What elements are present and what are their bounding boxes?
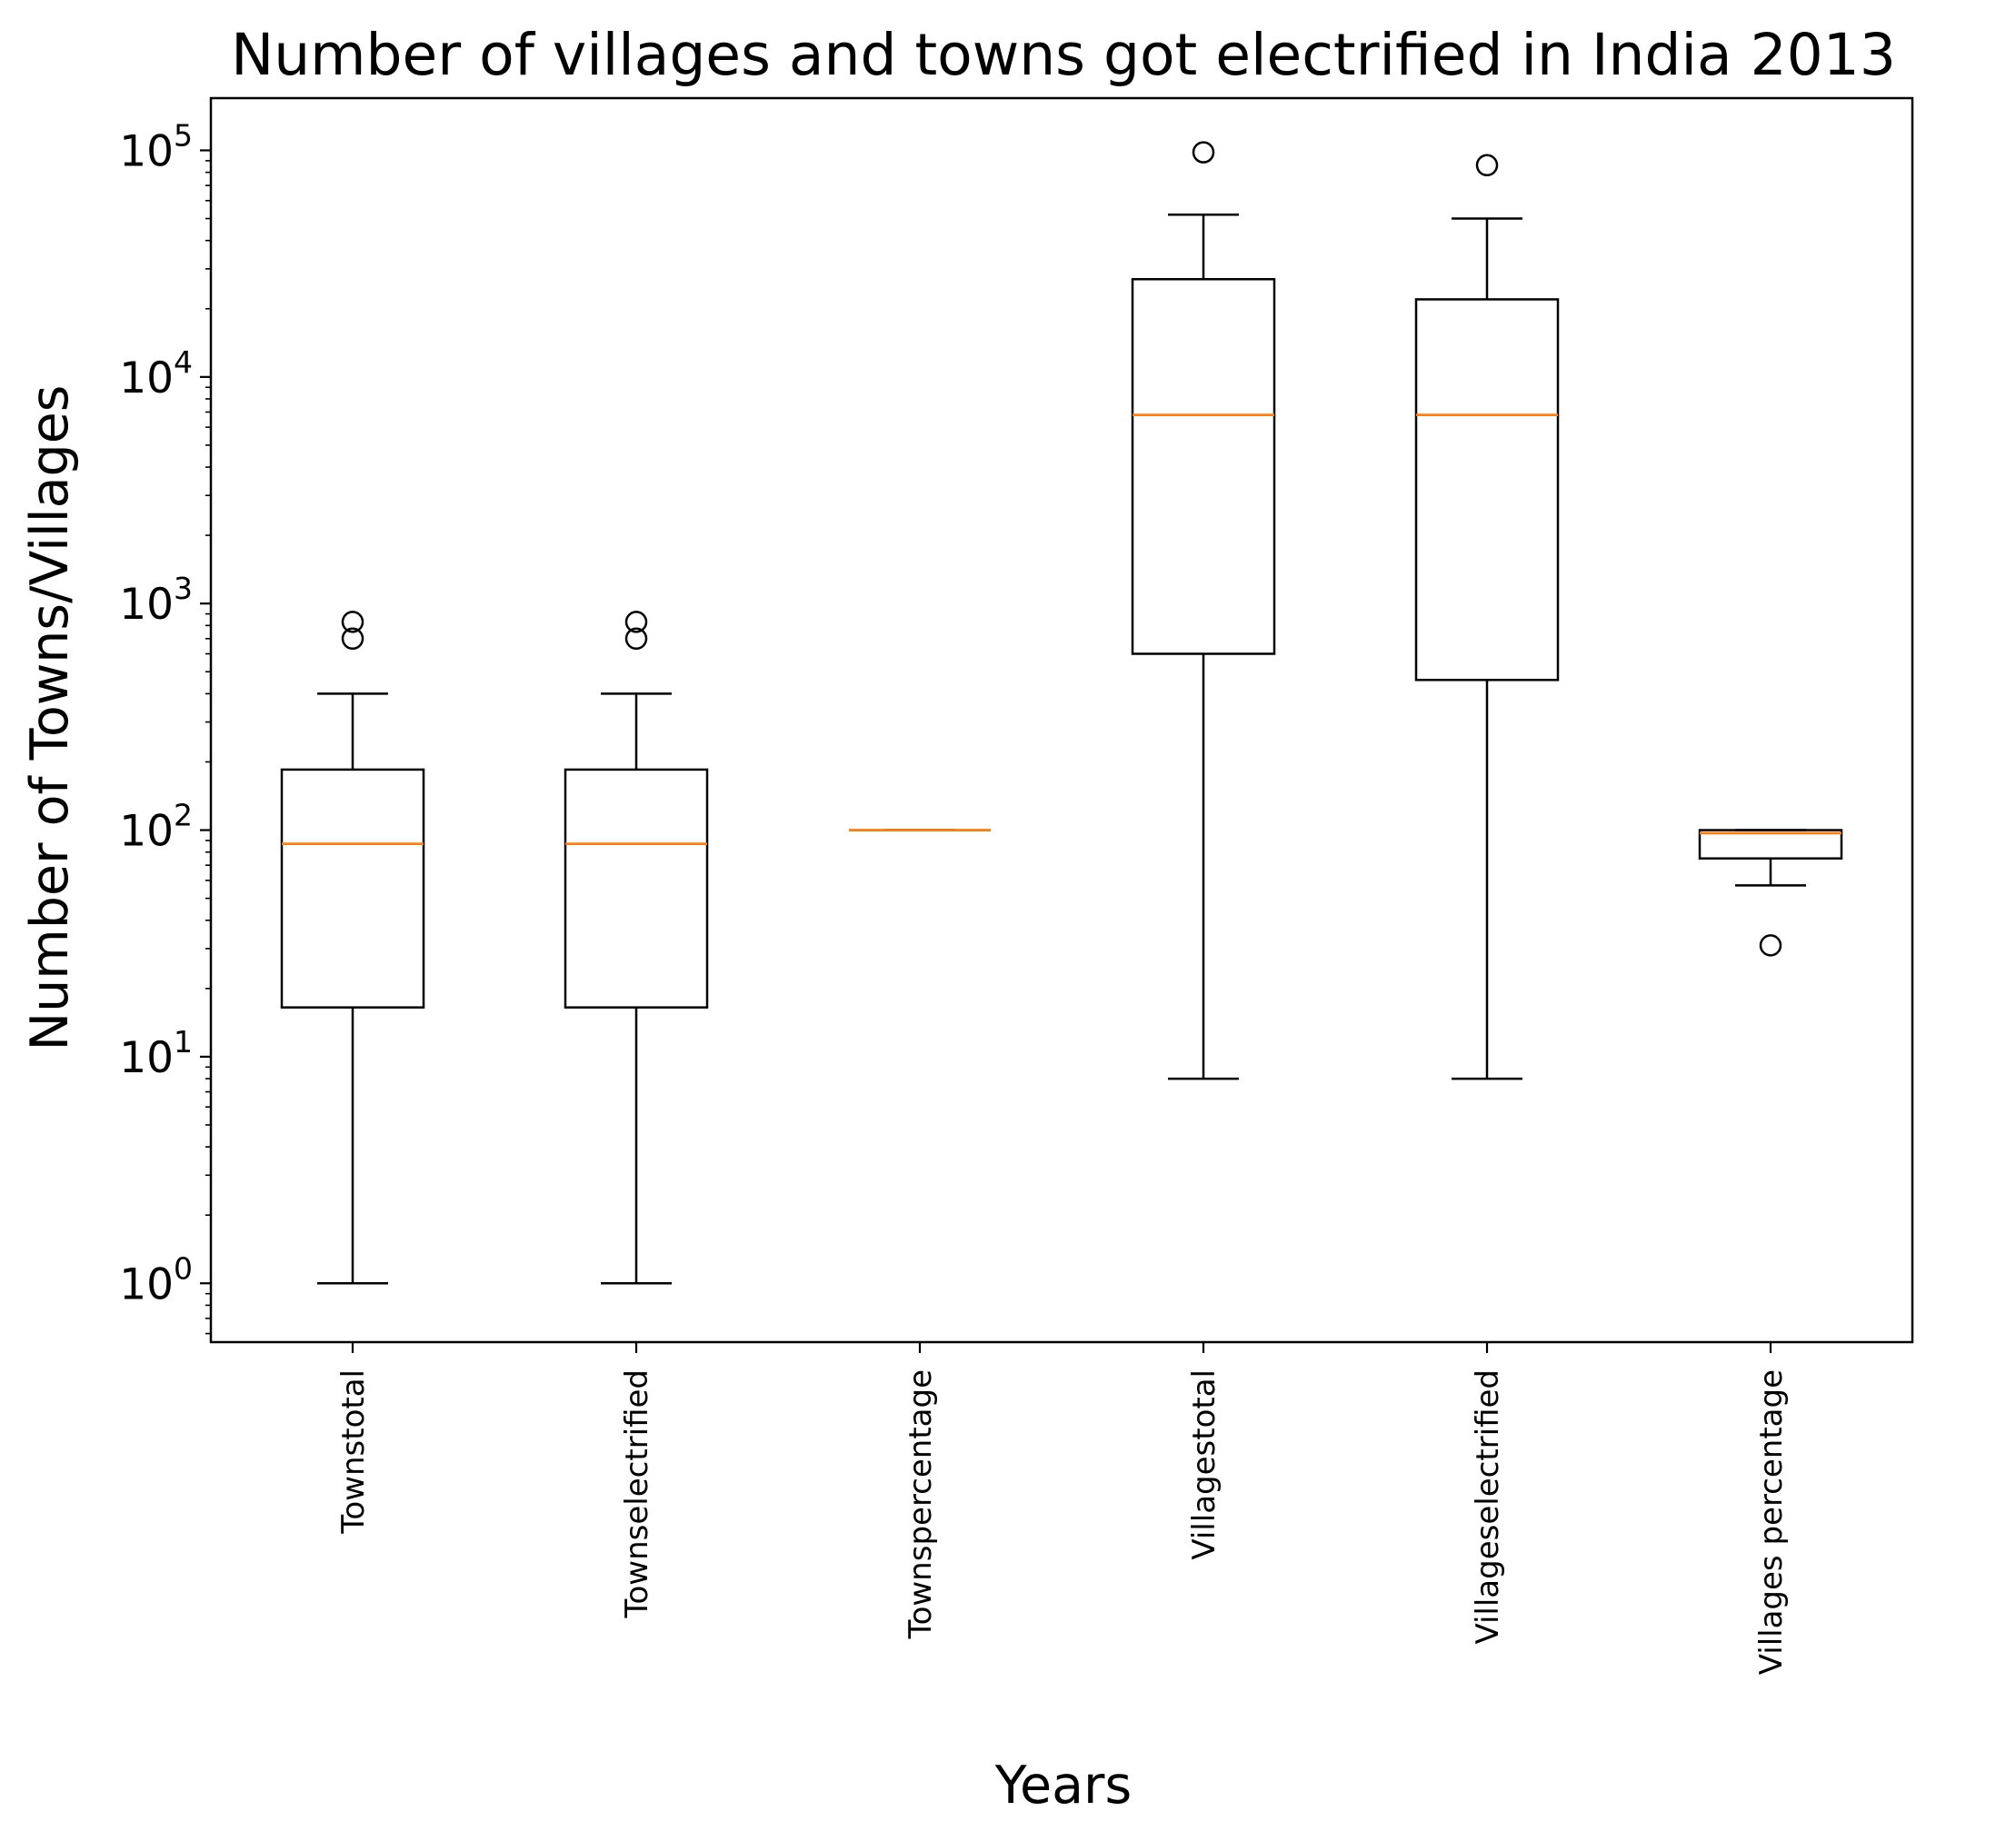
outlier-point (624, 611, 648, 633)
outlier-point (341, 611, 364, 633)
x-tick-label: Villageselectrified (1470, 1369, 1506, 1645)
y-tick-label: 102 (119, 798, 193, 857)
x-tick-label: Townspercentage (903, 1369, 939, 1639)
box-iqr (1414, 298, 1560, 682)
y-axis-label: Number of Towns/Villages (20, 385, 80, 1051)
x-tick-label: Villages percentage (1753, 1369, 1790, 1675)
outlier-point (1475, 154, 1499, 177)
x-tick-label: Townstotal (335, 1369, 372, 1535)
outlier-point (1759, 934, 1782, 957)
y-tick-label: 101 (119, 1024, 193, 1083)
box-iqr (1698, 829, 1843, 860)
outlier-point (341, 627, 364, 651)
x-axis-label: Years (994, 1756, 1132, 1816)
box-iqr (280, 768, 425, 1009)
outlier-point (1192, 141, 1215, 164)
y-tick-label: 104 (119, 344, 193, 403)
y-tick-label: 103 (119, 571, 193, 630)
chart-title: Number of villages and towns got electri… (231, 22, 1896, 88)
plot-frame (209, 96, 1914, 1344)
box-iqr (1131, 278, 1276, 655)
box-iqr (564, 768, 709, 1009)
y-tick-label: 105 (119, 117, 193, 176)
y-tick-label: 100 (119, 1250, 193, 1309)
x-tick-label: Townselectrified (619, 1369, 655, 1619)
plot-area: 100 101 102 103 104 105 Townstotal Townselectri… (119, 96, 1914, 1675)
outlier-point (624, 627, 648, 651)
x-tick-label: Villagestotal (1186, 1369, 1223, 1560)
